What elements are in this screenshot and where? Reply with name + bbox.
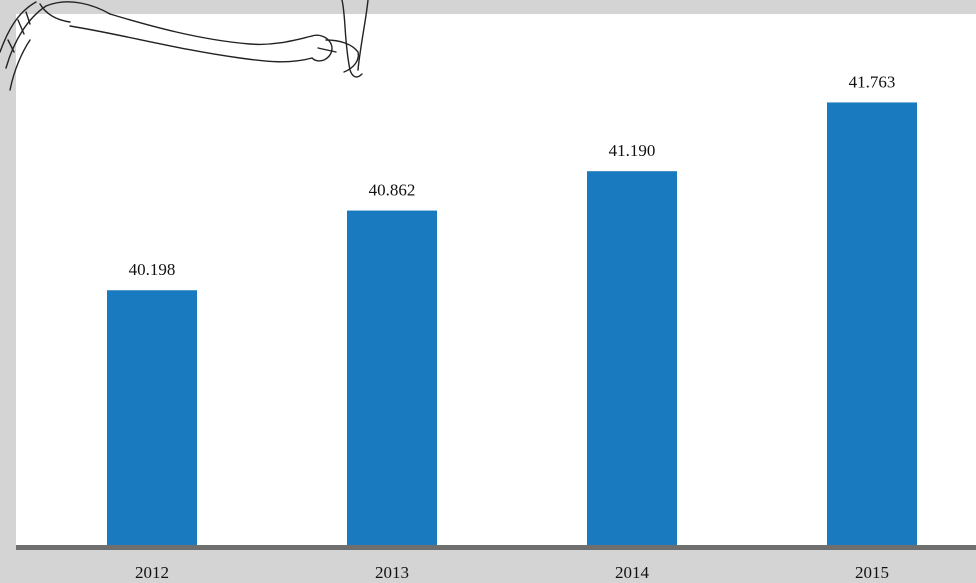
x-tick-label-2015: 2015 xyxy=(855,563,889,582)
data-label-2012: 40.198 xyxy=(129,260,176,279)
x-tick-label-2013: 2013 xyxy=(375,563,409,582)
x-tick-label-2012: 2012 xyxy=(135,563,169,582)
bar-2014 xyxy=(587,171,677,548)
bar-2015 xyxy=(827,102,917,548)
bar-2013 xyxy=(347,210,437,548)
x-axis-baseline xyxy=(16,545,976,550)
plot-area: 40.198 40.862 41.190 41.763 xyxy=(107,72,917,548)
data-label-2013: 40.862 xyxy=(369,181,416,200)
pointing-hand-illustration xyxy=(0,0,369,91)
x-tick-label-2014: 2014 xyxy=(615,563,650,582)
data-label-2014: 41.190 xyxy=(609,141,656,160)
bar-2012 xyxy=(107,290,197,548)
data-label-2015: 41.763 xyxy=(849,72,896,91)
